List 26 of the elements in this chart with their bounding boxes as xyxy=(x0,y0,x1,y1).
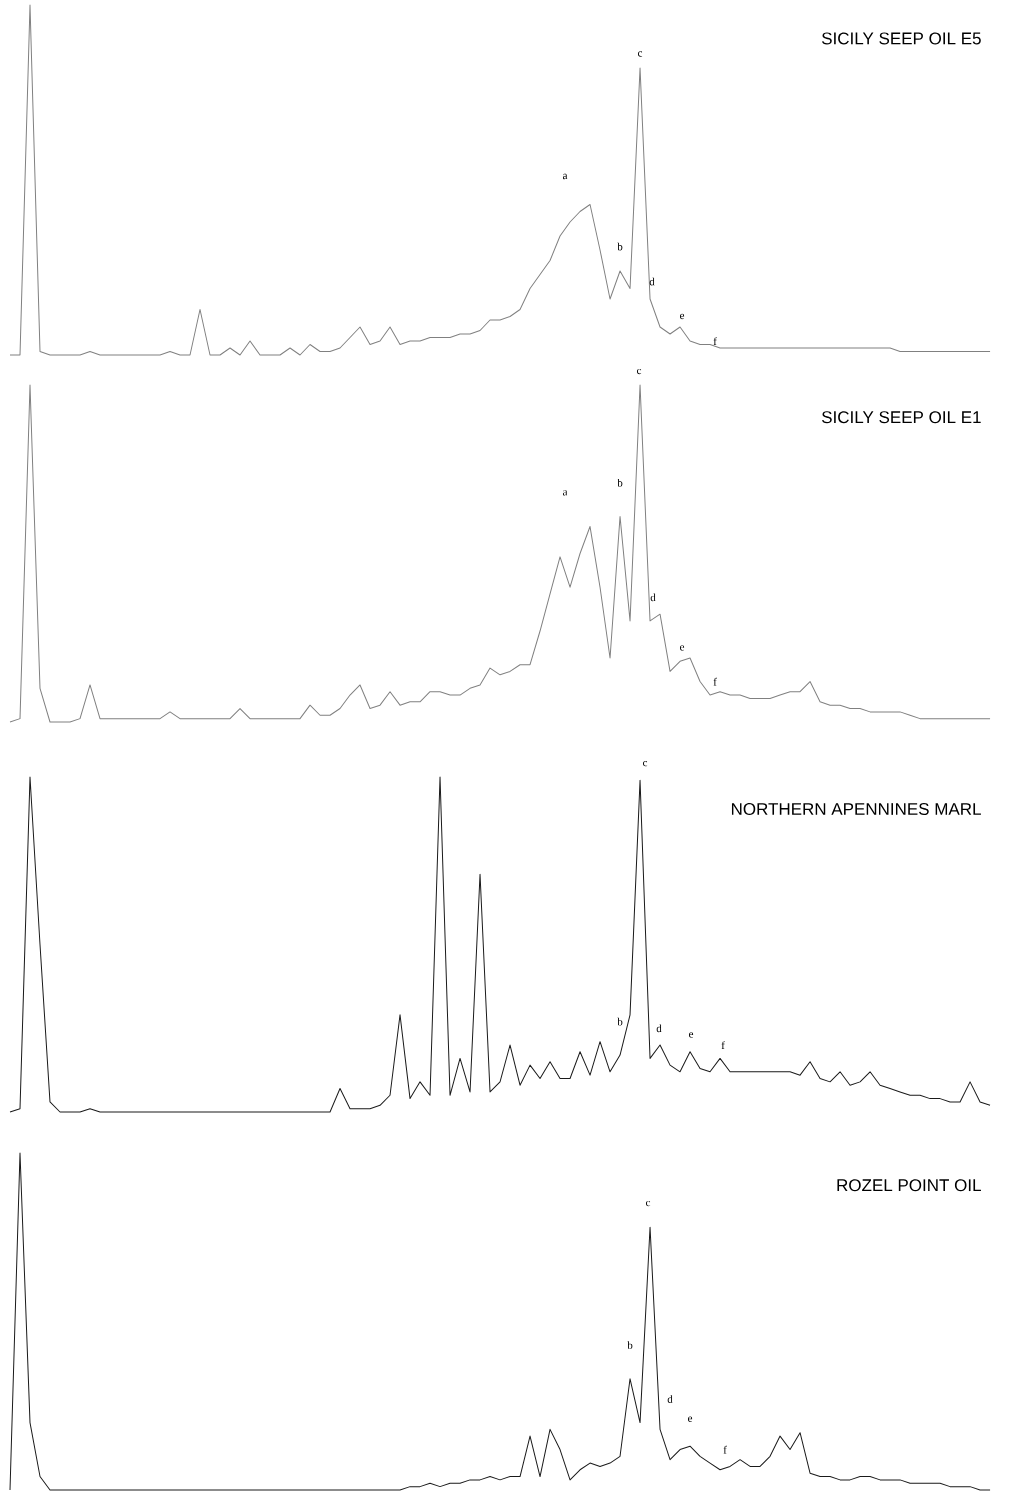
text: NORTHERN APENNINES MARL xyxy=(731,802,981,816)
annotation: b xyxy=(617,478,623,487)
annotation: d xyxy=(649,277,655,286)
annotation: a xyxy=(562,173,568,180)
text: c xyxy=(637,368,642,375)
annotation: d xyxy=(667,1395,673,1403)
annotation: e xyxy=(688,1416,693,1422)
annotation: b xyxy=(617,1017,623,1026)
annotation: a xyxy=(562,490,568,496)
text: ROZEL POINT OIL xyxy=(837,1179,981,1192)
annotation: f xyxy=(721,1041,725,1049)
annotation: c xyxy=(646,1200,651,1207)
text: SICILY SEEP OIL E5 xyxy=(821,32,981,45)
annotation: e xyxy=(689,1032,694,1038)
annotation: b xyxy=(627,1341,633,1349)
annotation: f xyxy=(713,337,717,345)
annotation: b xyxy=(617,242,623,251)
text: c xyxy=(643,760,648,767)
annotation: e xyxy=(680,645,685,651)
annotation: d xyxy=(650,593,656,602)
annotation: d xyxy=(656,1024,662,1033)
annotation: c xyxy=(638,51,643,57)
text: SICILY SEEP OIL E1 xyxy=(821,411,981,424)
annotation: f xyxy=(713,677,717,686)
annotation: f xyxy=(723,1445,727,1454)
annotation: e xyxy=(680,313,685,320)
